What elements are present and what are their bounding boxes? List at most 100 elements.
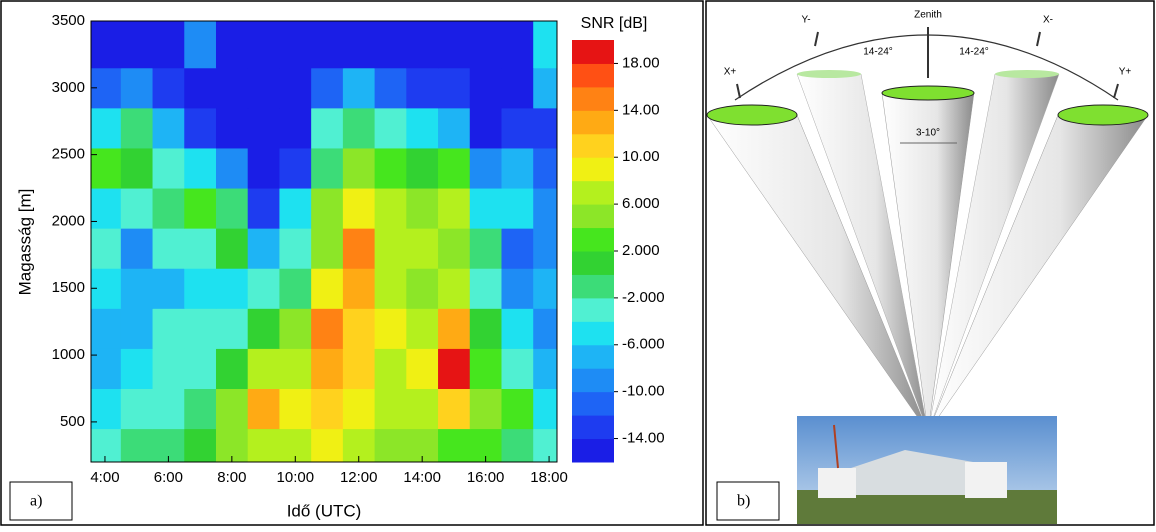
- contour-cell: [375, 68, 407, 109]
- contour-cell: [375, 268, 407, 309]
- contour-cell: [153, 308, 185, 349]
- colorbar-band: [572, 228, 614, 252]
- contour-cell: [279, 268, 311, 309]
- contour-cell: [438, 389, 470, 430]
- contour-cell: [248, 228, 280, 269]
- contour-cell: [121, 188, 153, 229]
- colorbar-tick-label: 14.00: [622, 101, 660, 118]
- contour-cell: [406, 348, 438, 389]
- contour-cell: [406, 108, 438, 149]
- contour-cell: [184, 108, 216, 149]
- contour-cell: [501, 188, 533, 229]
- contour-cell: [311, 348, 343, 389]
- colorbar-band: [572, 368, 614, 392]
- contour-cell: [216, 68, 248, 109]
- x-tick-label: 8:00: [217, 469, 246, 486]
- contour-cell: [311, 68, 343, 109]
- contour-cell: [438, 429, 470, 463]
- contour-cell: [91, 389, 121, 430]
- colorbar-tick-label: -14.00: [622, 430, 665, 447]
- contour-cell: [533, 268, 557, 309]
- contour-cell: [248, 188, 280, 229]
- contour-cell: [184, 389, 216, 430]
- contour-cell: [153, 68, 185, 109]
- contour-cell: [311, 228, 343, 269]
- contour-cell: [216, 228, 248, 269]
- contour-cell: [406, 268, 438, 309]
- contour-cell: [501, 108, 533, 149]
- contour-cell: [184, 308, 216, 349]
- contour-cell: [501, 228, 533, 269]
- contour-cell: [343, 21, 375, 68]
- figure: Magasság [m] Idő (UTC) SNR [dB] a) Zenit…: [0, 0, 1156, 527]
- contour-cell: [184, 21, 216, 68]
- contour-cell: [533, 348, 557, 389]
- contour-cell: [279, 108, 311, 149]
- contour-cell: [184, 429, 216, 463]
- contour-cell: [375, 188, 407, 229]
- contour-cell: [121, 389, 153, 430]
- y-tick-label: 1500: [52, 279, 85, 296]
- contour-cell: [311, 268, 343, 309]
- contour-cell: [216, 348, 248, 389]
- colorbar-title: SNR [dB]: [581, 15, 648, 32]
- colorbar-band: [572, 415, 614, 439]
- contour-cell: [153, 21, 185, 68]
- contour-cell: [343, 148, 375, 189]
- contour-cell: [406, 228, 438, 269]
- label: Zenith: [914, 10, 942, 21]
- contour-cell: [216, 188, 248, 229]
- contour-cell: [153, 348, 185, 389]
- contour-cell: [375, 308, 407, 349]
- contour-cell: [248, 389, 280, 430]
- colorbar-band: [572, 274, 614, 298]
- colorbar-band: [572, 204, 614, 228]
- contour-cell: [470, 108, 502, 149]
- arc-mark: [737, 84, 740, 98]
- contour-cell: [470, 21, 502, 68]
- panel-label: a): [30, 493, 42, 510]
- contour-cell: [343, 389, 375, 430]
- contour-cell: [375, 228, 407, 269]
- contour-cell: [438, 228, 470, 269]
- contour-cell: [533, 188, 557, 229]
- contour-cell: [470, 268, 502, 309]
- colorbar-band: [572, 439, 614, 463]
- colorbar-band: [572, 298, 614, 322]
- contour-cell: [375, 348, 407, 389]
- colorbar-band: [572, 110, 614, 134]
- colorbar-band: [572, 181, 614, 205]
- contour-cell: [470, 148, 502, 189]
- contour-cell: [153, 148, 185, 189]
- beam-top: [995, 70, 1059, 78]
- contour-cell: [375, 108, 407, 149]
- beam-diagram: Zenith Y- X- X+ Y+ 14-24° 14-24° 3-10°: [707, 10, 1148, 432]
- contour-cell: [248, 21, 280, 68]
- label: 14-24°: [863, 47, 893, 58]
- contour-cell: [216, 108, 248, 149]
- contour-cell: [184, 268, 216, 309]
- contour-cell: [311, 429, 343, 463]
- contour-cell: [153, 108, 185, 149]
- contour-cell: [248, 308, 280, 349]
- contour-cell: [438, 188, 470, 229]
- colorbar-tick-label: -10.00: [622, 383, 665, 400]
- contour-cell: [470, 228, 502, 269]
- colorbar-band: [572, 87, 614, 111]
- contour-cell: [121, 268, 153, 309]
- colorbar-band: [572, 134, 614, 158]
- contour-cell: [248, 429, 280, 463]
- contour-cell: [184, 148, 216, 189]
- contour-cell: [343, 68, 375, 109]
- x-tick-label: 18:00: [530, 469, 568, 486]
- x-tick-label: 4:00: [90, 469, 119, 486]
- contour-cell: [311, 308, 343, 349]
- contour-cell: [501, 68, 533, 109]
- x-tick-label: 14:00: [403, 469, 441, 486]
- y-tick-label: 1000: [52, 346, 85, 363]
- contour-cell: [184, 188, 216, 229]
- y-tick-label: 2000: [52, 212, 85, 229]
- contour-cell: [121, 308, 153, 349]
- beam-top: [707, 105, 797, 125]
- label: X-: [1043, 15, 1053, 26]
